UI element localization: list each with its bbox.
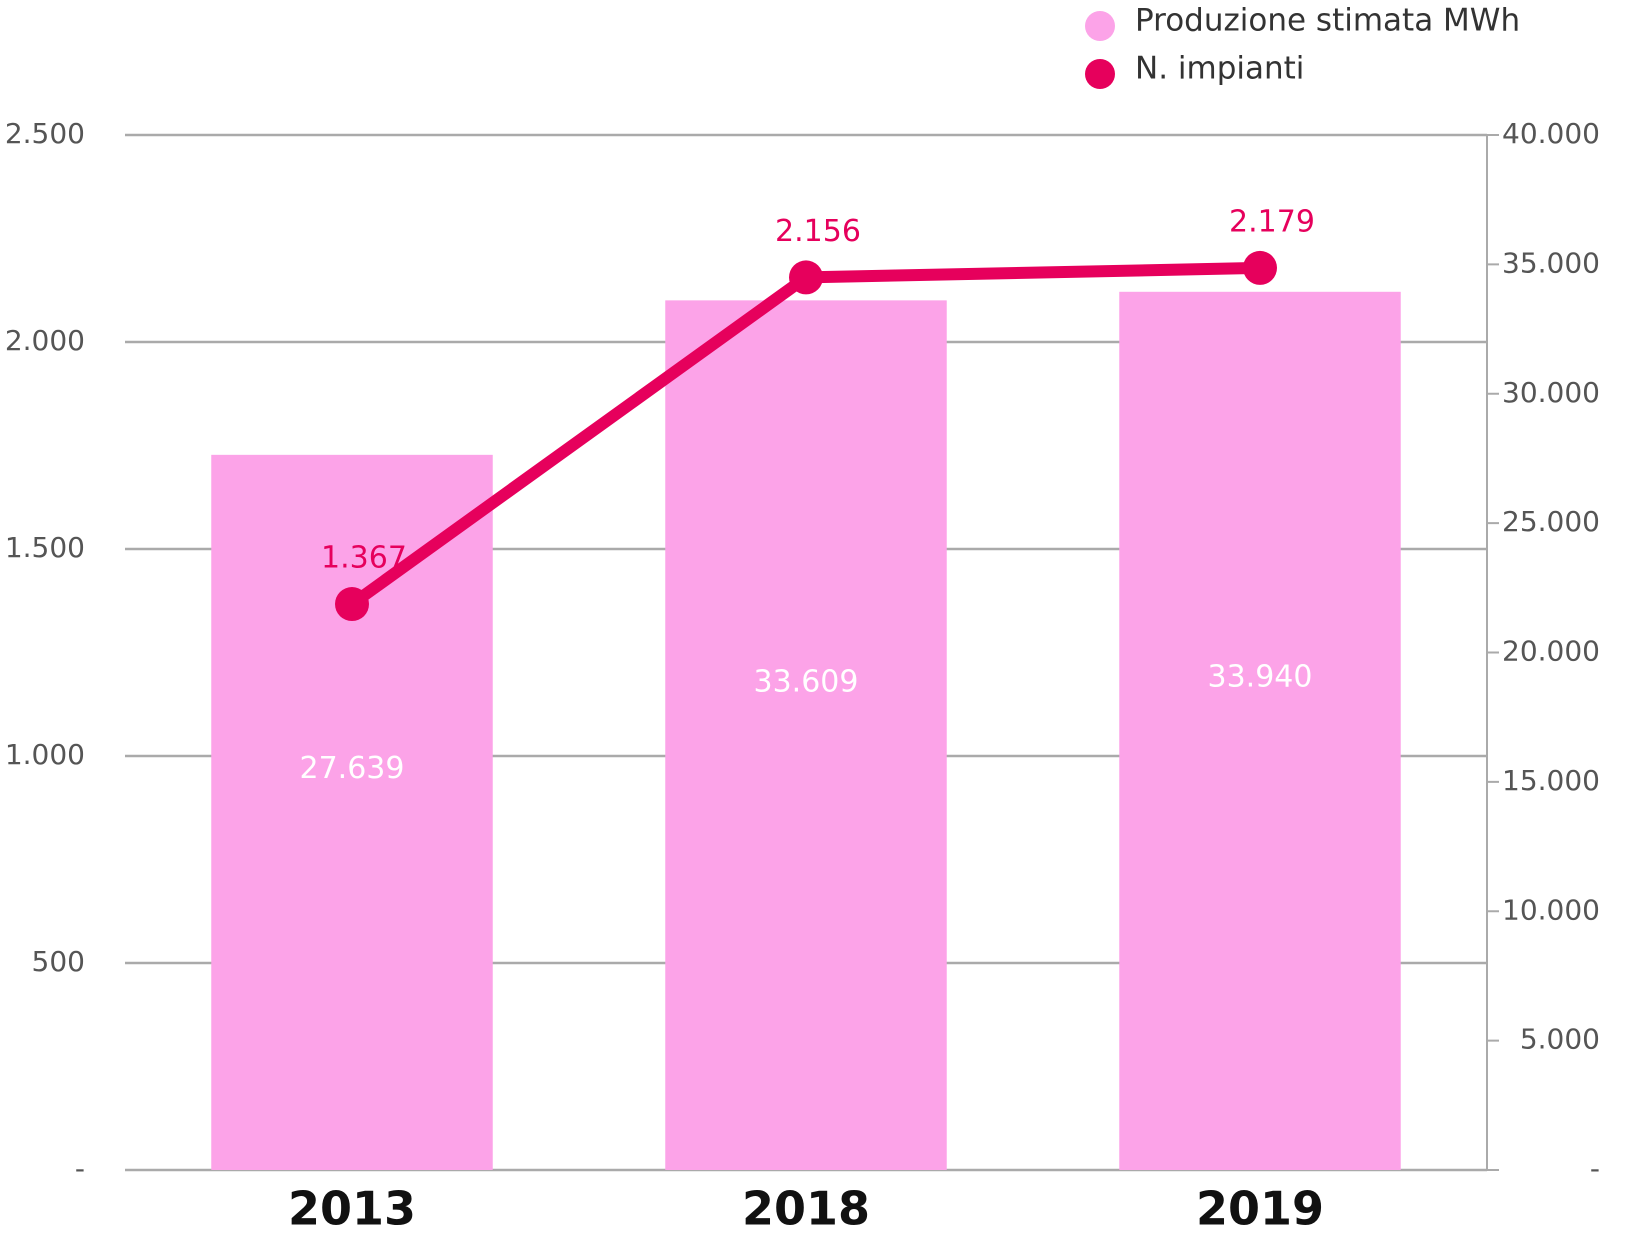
- y2-tick-label: 30.000: [1502, 376, 1600, 409]
- x-tick-label: 2019: [1196, 1182, 1324, 1236]
- y2-tick-label: 15.000: [1502, 764, 1600, 797]
- y2-tick-label: -: [1590, 1152, 1600, 1185]
- y2-tick-label: 20.000: [1502, 635, 1600, 668]
- legend-label: Produzione stimata MWh: [1135, 3, 1520, 39]
- bar: [665, 300, 947, 1170]
- y2-tick-label: 5.000: [1520, 1023, 1600, 1056]
- line-point: [1243, 250, 1277, 285]
- y-tick-label: -: [75, 1152, 85, 1185]
- bar-label: 33.940: [1208, 660, 1313, 695]
- x-tick-label: 2013: [288, 1182, 416, 1236]
- y-tick-label: 500: [32, 945, 85, 978]
- legend-label: N. impianti: [1135, 51, 1304, 87]
- bar: [1119, 291, 1401, 1170]
- line-point: [335, 587, 369, 622]
- y2-tick-label: 10.000: [1502, 893, 1600, 926]
- x-tick-label: 2018: [742, 1182, 870, 1236]
- y2-tick-label: 40.000: [1502, 117, 1600, 150]
- y2-tick-label: 35.000: [1502, 246, 1600, 279]
- y-tick-label: 1.500: [5, 531, 85, 564]
- y2-tick-label: 25.000: [1502, 505, 1600, 538]
- bar-label: 33.609: [754, 665, 859, 700]
- line-label: 1.367: [321, 541, 407, 576]
- y-tick-label: 2.000: [5, 324, 85, 357]
- line-label: 2.179: [1229, 204, 1315, 239]
- legend-swatch: [1085, 11, 1115, 41]
- line-point: [789, 260, 823, 295]
- y-tick-label: 1.000: [5, 738, 85, 771]
- bar: [211, 454, 493, 1170]
- legend-swatch: [1085, 59, 1115, 89]
- y-tick-label: 2.500: [5, 117, 85, 150]
- bar-label: 27.639: [300, 751, 405, 786]
- line-label: 2.156: [775, 214, 861, 249]
